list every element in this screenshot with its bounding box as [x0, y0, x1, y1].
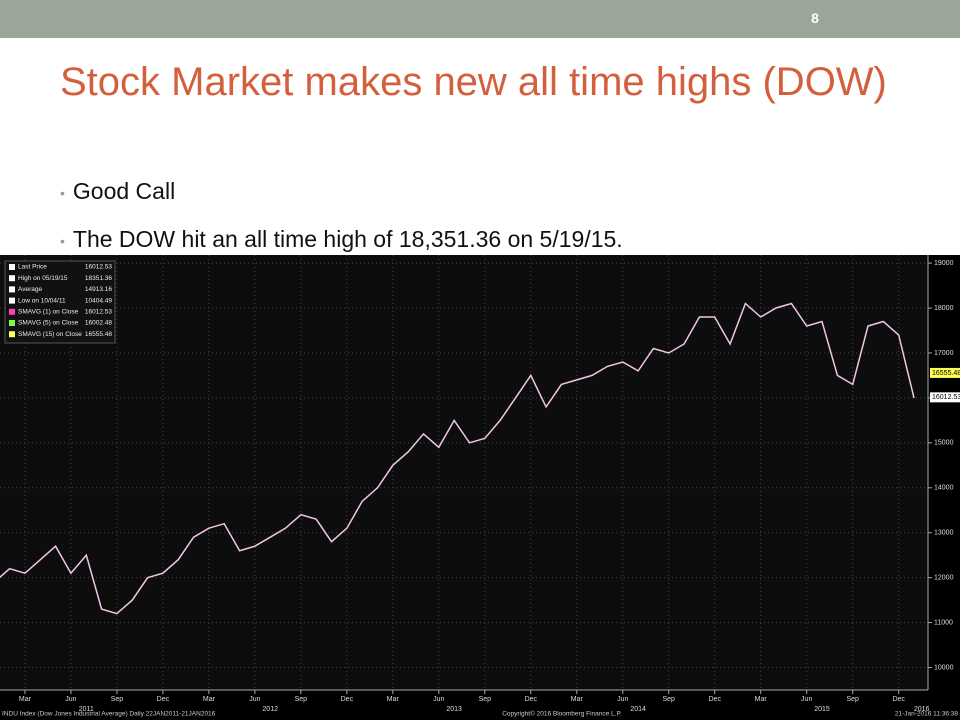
bullet-text: Good Call: [72, 178, 176, 204]
value-label: 16555.48: [932, 370, 960, 377]
x-tick-label: Sep: [295, 696, 308, 703]
value-box: [930, 392, 960, 403]
y-tick-label: 15000: [934, 440, 954, 447]
x-tick-label: Dec: [709, 696, 722, 703]
legend-swatch: [9, 320, 15, 326]
x-tick-label: Mar: [571, 696, 584, 703]
y-tick-label: 10000: [934, 664, 954, 671]
bullet-dot: •: [60, 232, 65, 249]
legend-swatch: [9, 297, 15, 304]
x-tick-label: Dec: [157, 696, 170, 703]
bullet-text: The DOW hit an all time high of 18,351.3…: [72, 226, 623, 252]
x-tick-label: Mar: [203, 696, 216, 703]
value-box: [930, 367, 960, 378]
y-tick-label: 17000: [934, 350, 954, 357]
legend-swatch: [9, 308, 15, 315]
legend-label: Average: [18, 286, 42, 293]
year-label: 2013: [446, 706, 462, 713]
x-tick-label: Jun: [617, 696, 628, 703]
legend-value: 14913.16: [85, 286, 112, 293]
footer-text: INDU Index (Dow Jones Industrial Average…: [2, 711, 216, 718]
y-tick-label: 19000: [934, 260, 954, 267]
x-tick-label: Sep: [846, 696, 859, 703]
y-tick-label: 18000: [934, 305, 954, 312]
x-tick-label: Sep: [111, 696, 124, 703]
x-tick-label: Dec: [525, 696, 538, 703]
footer-text: 21-Jan-2016 11:36:38: [895, 711, 959, 718]
x-tick-label: Mar: [387, 696, 400, 703]
legend-box: [4, 260, 116, 344]
x-tick-label: Mar: [755, 696, 768, 703]
footer-text: Copyright© 2016 Bloomberg Finance L.P.: [502, 710, 622, 718]
year-label: 2011: [79, 706, 94, 713]
page-number: 8: [811, 10, 819, 26]
x-tick-label: Dec: [892, 696, 905, 703]
y-tick-label: 11000: [934, 619, 953, 626]
legend-label: High on 05/19/15: [18, 275, 68, 282]
x-tick-label: Sep: [479, 696, 492, 703]
x-tick-label: Jun: [65, 696, 76, 703]
legend-swatch: [9, 286, 15, 293]
x-tick-label: Sep: [663, 696, 676, 703]
x-tick-label: Jun: [249, 696, 260, 703]
legend-value: 18351.36: [85, 275, 112, 282]
year-label: 2015: [814, 706, 830, 713]
legend-label: Low on 10/04/11: [18, 297, 66, 304]
year-label: 2012: [262, 706, 278, 713]
year-label: 2016: [914, 706, 930, 713]
bullet: • The DOW hit an all time high of 18,351.…: [60, 226, 623, 253]
bullet: • Good Call: [60, 178, 175, 205]
legend-value: 16555.48: [85, 331, 112, 338]
slide-title: Stock Market makes new all time highs (D…: [60, 60, 887, 104]
chart: 1000011000120001300014000150001600017000…: [0, 255, 960, 720]
legend-label: SMAVG (15) on Close: [18, 331, 82, 338]
legend-value: 10404.49: [85, 297, 112, 304]
legend-value: 16002.48: [85, 320, 112, 327]
x-tick-label: Dec: [341, 696, 354, 703]
legend-label: SMAVG (5) on Close: [18, 320, 79, 327]
x-tick-label: Mar: [19, 696, 32, 703]
x-tick-label: Jun: [801, 696, 812, 703]
plot-area: [0, 255, 928, 690]
y-tick-label: 13000: [934, 530, 954, 537]
value-label: 16012.53: [932, 394, 960, 401]
legend-swatch: [9, 331, 15, 338]
price-line: [0, 302, 915, 615]
x-tick-label: Jun: [433, 696, 444, 703]
year-label: 2014: [630, 706, 646, 713]
legend-label: Last Price: [18, 264, 47, 271]
top-bar: [0, 0, 960, 38]
legend-swatch: [9, 264, 15, 270]
bullet-dot: •: [60, 184, 65, 201]
legend-label: SMAVG (1) on Close: [18, 309, 79, 316]
y-tick-label: 12000: [934, 574, 954, 581]
legend-swatch: [9, 275, 15, 282]
legend-value: 16012.53: [85, 264, 112, 271]
legend-value: 16012.53: [85, 309, 112, 316]
y-tick-label: 14000: [934, 485, 954, 492]
